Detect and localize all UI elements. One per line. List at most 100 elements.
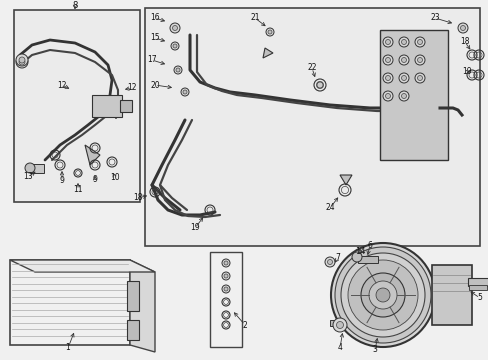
Circle shape	[19, 57, 25, 63]
Circle shape	[171, 42, 179, 50]
Circle shape	[224, 287, 227, 291]
Bar	[92, 95, 122, 117]
Text: 3: 3	[372, 346, 377, 355]
Bar	[14, 10, 140, 202]
Text: 14: 14	[354, 248, 365, 256]
Text: 22: 22	[306, 63, 316, 72]
Circle shape	[398, 91, 408, 101]
Circle shape	[316, 82, 323, 88]
Circle shape	[414, 37, 424, 47]
Polygon shape	[263, 48, 272, 58]
Bar	[120, 100, 132, 112]
Text: 19: 19	[461, 68, 471, 77]
Circle shape	[457, 23, 467, 33]
Circle shape	[398, 73, 408, 83]
Text: 15: 15	[150, 33, 160, 42]
Text: 5: 5	[477, 293, 482, 302]
Text: 12: 12	[57, 81, 67, 90]
Text: 17: 17	[147, 55, 157, 64]
Text: 23: 23	[429, 13, 439, 22]
Circle shape	[222, 259, 229, 267]
Circle shape	[222, 272, 229, 280]
Circle shape	[360, 273, 404, 317]
Circle shape	[368, 281, 396, 309]
Bar	[379, 30, 447, 160]
Circle shape	[170, 23, 180, 33]
Circle shape	[382, 37, 392, 47]
Text: 21: 21	[250, 13, 259, 22]
Bar	[467, 278, 488, 286]
Circle shape	[382, 73, 392, 83]
Circle shape	[414, 55, 424, 65]
Circle shape	[16, 56, 28, 68]
Circle shape	[401, 40, 406, 45]
Circle shape	[417, 58, 422, 63]
Bar	[127, 320, 139, 340]
Text: 20: 20	[150, 81, 160, 90]
Circle shape	[382, 55, 392, 65]
Circle shape	[351, 252, 361, 262]
Text: 9: 9	[60, 176, 64, 185]
Circle shape	[340, 253, 424, 337]
Polygon shape	[10, 260, 155, 272]
Circle shape	[224, 261, 227, 265]
Circle shape	[398, 55, 408, 65]
Circle shape	[336, 321, 343, 328]
Text: 18: 18	[459, 37, 469, 46]
Text: 12: 12	[127, 84, 137, 93]
Circle shape	[385, 76, 390, 81]
Circle shape	[181, 88, 189, 96]
Circle shape	[330, 243, 434, 347]
Circle shape	[176, 68, 180, 72]
Text: 9: 9	[92, 175, 97, 184]
Text: 16: 16	[150, 13, 160, 22]
Polygon shape	[339, 175, 351, 185]
Circle shape	[347, 260, 417, 330]
Circle shape	[417, 76, 422, 81]
Bar	[30, 164, 44, 173]
Circle shape	[325, 257, 334, 267]
Bar	[357, 256, 377, 263]
Text: 8: 8	[72, 0, 78, 9]
Circle shape	[401, 94, 406, 99]
Circle shape	[19, 59, 25, 65]
Circle shape	[172, 26, 177, 31]
Bar	[329, 320, 345, 326]
Polygon shape	[10, 260, 130, 345]
Circle shape	[334, 247, 430, 343]
Circle shape	[398, 37, 408, 47]
Bar	[431, 265, 471, 325]
Circle shape	[385, 40, 390, 45]
Circle shape	[401, 58, 406, 63]
Circle shape	[417, 40, 422, 45]
Circle shape	[414, 73, 424, 83]
Circle shape	[332, 318, 346, 332]
Circle shape	[401, 76, 406, 81]
Text: 24: 24	[325, 203, 334, 212]
Text: 10: 10	[110, 174, 120, 183]
Circle shape	[327, 260, 332, 265]
Text: 4: 4	[337, 343, 342, 352]
Circle shape	[222, 285, 229, 293]
Text: 19: 19	[190, 224, 200, 233]
Text: 1: 1	[65, 343, 70, 352]
Polygon shape	[130, 260, 155, 352]
Text: 18: 18	[133, 193, 142, 202]
Circle shape	[382, 91, 392, 101]
Text: 7: 7	[335, 253, 340, 262]
Circle shape	[173, 44, 177, 48]
Circle shape	[265, 28, 273, 36]
Circle shape	[385, 94, 390, 99]
Bar	[209, 252, 242, 347]
Circle shape	[183, 90, 186, 94]
Text: 2: 2	[242, 320, 247, 329]
Polygon shape	[85, 145, 100, 165]
Circle shape	[174, 66, 182, 74]
Circle shape	[224, 274, 227, 278]
Bar	[127, 281, 139, 311]
Bar	[468, 285, 486, 290]
Text: 11: 11	[73, 185, 82, 194]
Circle shape	[460, 26, 465, 31]
Circle shape	[385, 58, 390, 63]
Circle shape	[375, 288, 389, 302]
